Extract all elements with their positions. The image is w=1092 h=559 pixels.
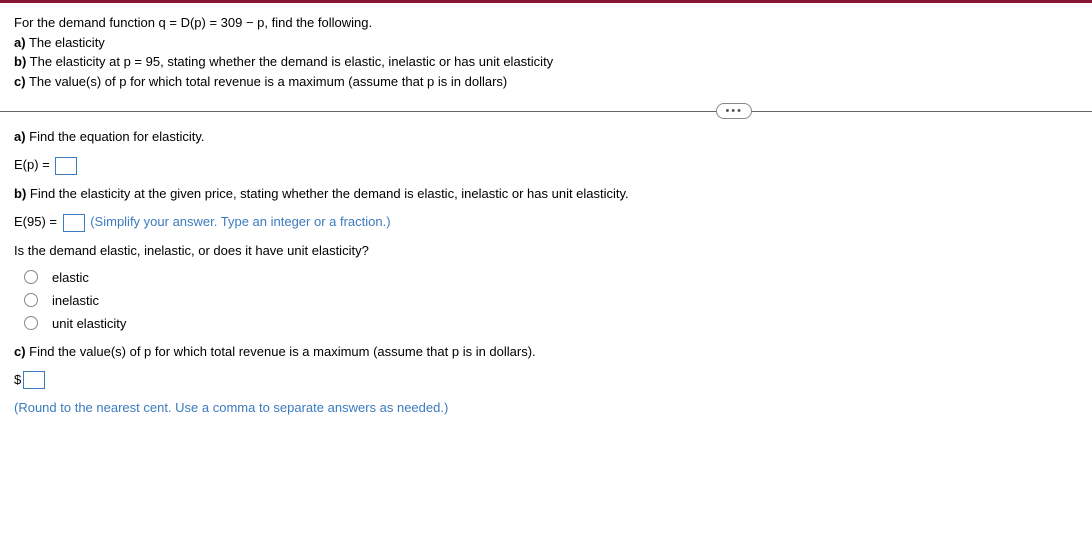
radio-row-unit[interactable]: unit elasticity xyxy=(24,316,1078,331)
currency-symbol: $ xyxy=(14,372,21,387)
question-header: For the demand function q = D(p) = 309 −… xyxy=(0,3,1092,105)
radio-label-inelastic: inelastic xyxy=(52,293,99,308)
part-c-answer-input[interactable] xyxy=(23,371,45,389)
part-b-lhs: E(95) = xyxy=(14,214,61,229)
part-a-text: Find the equation for elasticity. xyxy=(26,129,205,144)
part-c-label: c) xyxy=(14,344,26,359)
header-intro: For the demand function q = D(p) = 309 −… xyxy=(14,13,1078,33)
divider-line xyxy=(0,111,1092,112)
radio-label-unit: unit elasticity xyxy=(52,316,126,331)
header-line-c: c) The value(s) of p for which total rev… xyxy=(14,72,1078,92)
part-a-answer-input[interactable] xyxy=(55,157,77,175)
header-a-label: a) xyxy=(14,35,26,50)
header-c-text: The value(s) of p for which total revenu… xyxy=(26,74,508,89)
part-a-lhs: E(p) = xyxy=(14,157,53,172)
part-a-prompt: a) Find the equation for elasticity. xyxy=(14,128,1078,146)
part-c-answer-row: $ xyxy=(14,371,1078,390)
part-b-text: Find the elasticity at the given price, … xyxy=(26,186,628,201)
part-a-label: a) xyxy=(14,129,26,144)
divider: ••• xyxy=(0,111,1092,112)
radio-circle-icon[interactable] xyxy=(24,316,38,330)
part-b-answer-input[interactable] xyxy=(63,214,85,232)
header-line-a: a) The elasticity xyxy=(14,33,1078,53)
part-c-text: Find the value(s) of p for which total r… xyxy=(26,344,536,359)
header-c-label: c) xyxy=(14,74,26,89)
part-c-prompt: c) Find the value(s) of p for which tota… xyxy=(14,343,1078,361)
radio-circle-icon[interactable] xyxy=(24,270,38,284)
part-a-answer-row: E(p) = xyxy=(14,156,1078,175)
header-b-label: b) xyxy=(14,54,26,69)
radio-row-elastic[interactable]: elastic xyxy=(24,270,1078,285)
part-b-label: b) xyxy=(14,186,26,201)
header-line-b: b) The elasticity at p = 95, stating whe… xyxy=(14,52,1078,72)
radio-circle-icon[interactable] xyxy=(24,293,38,307)
part-b-question: Is the demand elastic, inelastic, or doe… xyxy=(14,242,1078,260)
radio-group: elastic inelastic unit elasticity xyxy=(14,270,1078,331)
header-b-text: The elasticity at p = 95, stating whethe… xyxy=(26,54,553,69)
part-b-answer-row: E(95) = (Simplify your answer. Type an i… xyxy=(14,213,1078,232)
part-b-hint: (Simplify your answer. Type an integer o… xyxy=(87,214,391,229)
expand-button[interactable]: ••• xyxy=(716,103,752,119)
part-c-hint: (Round to the nearest cent. Use a comma … xyxy=(14,399,1078,417)
part-b-prompt: b) Find the elasticity at the given pric… xyxy=(14,185,1078,203)
content: a) Find the equation for elasticity. E(p… xyxy=(0,128,1092,448)
header-a-text: The elasticity xyxy=(26,35,105,50)
radio-row-inelastic[interactable]: inelastic xyxy=(24,293,1078,308)
radio-label-elastic: elastic xyxy=(52,270,89,285)
